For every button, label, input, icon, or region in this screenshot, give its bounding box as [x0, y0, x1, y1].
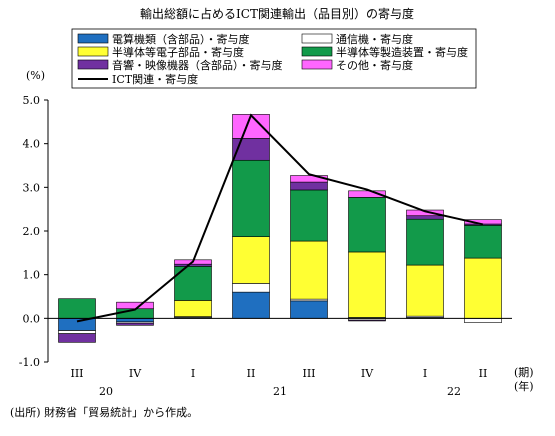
legend-label: 音響・映像機器（含部品）・寄与度 — [112, 58, 283, 72]
year-unit-label: (年) — [514, 379, 534, 393]
bar-segment — [232, 236, 270, 284]
bar-segment — [464, 318, 502, 324]
bar-segment — [232, 283, 270, 293]
y-tick-label: 5.0 — [23, 94, 41, 107]
ict-line — [76, 113, 484, 323]
bar-segment — [58, 298, 96, 319]
y-axis-label: (%) — [26, 69, 45, 82]
bar-segment — [58, 333, 96, 343]
bar-segment — [290, 189, 328, 242]
bar-segment — [406, 209, 444, 217]
y-tick-label: 0.0 — [23, 312, 41, 325]
x-tick-label: IV — [129, 367, 142, 380]
y-tick-label: 2.0 — [23, 225, 41, 238]
bar-segment — [290, 181, 328, 191]
bar-segment — [464, 225, 502, 259]
bar-segment — [290, 175, 328, 183]
y-tick-label: 1.0 — [23, 269, 41, 282]
bar-segment — [232, 159, 270, 237]
x-tick-label: III — [70, 367, 83, 380]
y-tick-label: 3.0 — [23, 181, 41, 194]
bar-segment — [348, 319, 386, 322]
year-label: 22 — [447, 385, 461, 398]
legend-label: 半導体等電子部品・寄与度 — [112, 45, 244, 59]
bar-segment — [58, 330, 96, 334]
bar-segment — [406, 264, 444, 317]
legend-box — [71, 28, 477, 89]
legend-swatch — [77, 59, 109, 70]
bar-segment — [232, 291, 270, 319]
x-tick-label: I — [191, 367, 195, 380]
bar-segment — [348, 251, 386, 318]
bar-segment — [116, 301, 154, 310]
legend-swatch — [301, 46, 333, 57]
year-label: 21 — [273, 385, 287, 398]
bar-segment — [348, 190, 386, 198]
chart-title: 輸出総額に占めるICT関連輸出（品目別）の寄与度 — [140, 6, 414, 21]
legend-label: 通信機・寄与度 — [336, 32, 413, 46]
legend-swatch — [77, 33, 109, 44]
bars — [58, 114, 502, 343]
legend-label: 半導体等製造装置・寄与度 — [336, 45, 468, 59]
x-tick-label: II — [247, 367, 256, 380]
legend-swatch — [301, 33, 333, 44]
legend-swatch — [77, 46, 109, 57]
x-unit-label: (期) — [514, 366, 534, 379]
bar-segment — [174, 263, 212, 267]
year-label: 20 — [99, 385, 113, 398]
bar-segment — [116, 318, 154, 323]
bar-segment — [348, 197, 386, 253]
x-tick-label: III — [302, 367, 315, 380]
legend-swatch — [301, 59, 333, 70]
x-tick-label: IV — [361, 367, 374, 380]
bar-segment — [406, 218, 444, 266]
source-note: (出所) 財務省「貿易統計」から作成。 — [10, 405, 198, 419]
x-tick-label: I — [423, 367, 427, 380]
bar-segment — [406, 215, 444, 220]
legend-label: その他・寄与度 — [336, 58, 413, 72]
line-series — [76, 113, 484, 323]
bar-segment — [464, 257, 502, 319]
bar-segment — [174, 300, 212, 317]
bar-segment — [290, 300, 328, 319]
legend-label: 電算機類（含部品）・寄与度 — [112, 32, 250, 46]
bar-segment — [116, 322, 154, 326]
y-tick-label: -1.0 — [19, 356, 40, 369]
bar-segment — [58, 318, 96, 331]
x-tick-label: II — [479, 367, 488, 380]
bar-segment — [232, 114, 270, 139]
y-axis: 5.0 4.0 3.0 2.0 1.0 0.0 -1.0 — [19, 94, 49, 369]
legend-label: ICT関連・寄与度 — [112, 72, 198, 86]
y-tick-label: 4.0 — [23, 138, 41, 151]
bar-segment — [290, 240, 328, 300]
